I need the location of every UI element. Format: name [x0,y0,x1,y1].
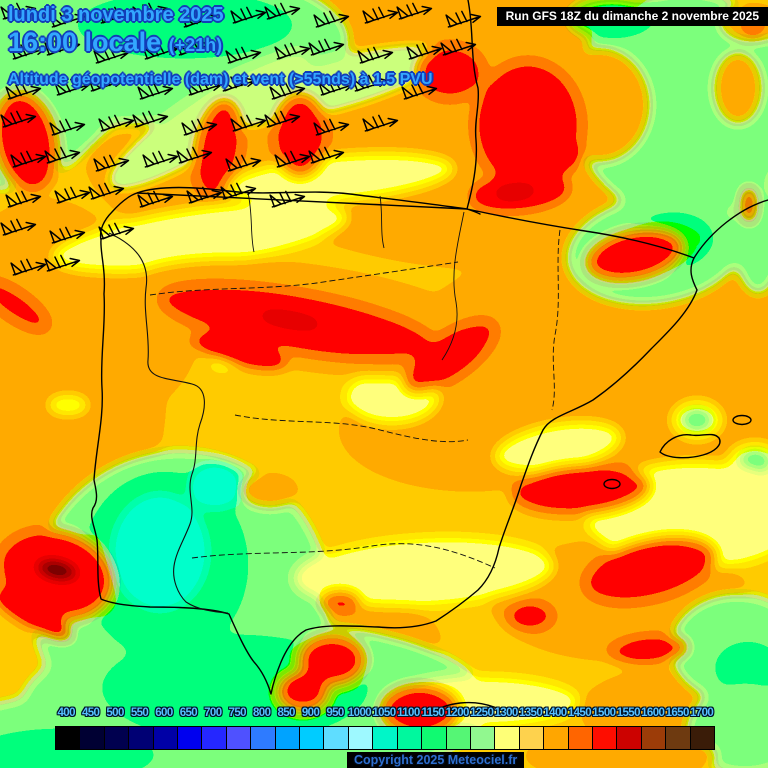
legend-tick: 400 [57,707,76,719]
forecast-time-offset: (+21h) [168,35,223,55]
legend-color-cell [544,727,569,749]
legend-colorbar [55,726,715,750]
legend-tick: 650 [179,707,198,719]
legend-color-cell [495,727,520,749]
legend-color-cell [226,727,252,749]
legend-color-cell [104,727,130,749]
legend-color-cell [251,727,276,749]
legend-tick: 1000 [347,707,372,719]
forecast-time: 16:00 locale [8,27,162,57]
legend-tick: 750 [228,707,247,719]
model-run-banner: Run GFS 18Z du dimanche 2 novembre 2025 [496,7,768,26]
legend-color-cell [324,727,349,749]
legend-color-cell [397,727,423,749]
legend-color-cell [56,727,81,749]
legend-color-cell [470,727,496,749]
legend-color-cell [373,727,398,749]
forecast-header: lundi 3 novembre 2025 16:00 locale (+21h… [8,4,433,89]
forecast-time-row: 16:00 locale (+21h) [8,27,433,60]
legend-tick: 900 [301,707,320,719]
legend-tick: 1250 [470,707,494,719]
legend-color-cell [519,727,545,749]
legend-tick: 700 [204,707,222,719]
legend-color-cell [617,727,642,749]
coastline-layer [90,0,768,717]
legend-color-cell [178,727,203,749]
legend-color-cell [641,727,667,749]
legend-tick: 1450 [567,707,592,719]
legend-color-cell [568,727,593,749]
legend-color-cell [348,727,374,749]
legend-tick: 600 [155,707,173,719]
legend-color-cell [592,727,618,749]
legend-tick: 1600 [641,707,665,719]
legend-tick: 850 [277,707,295,719]
forecast-date: lundi 3 novembre 2025 [8,4,224,26]
legend-tick: 1200 [445,707,470,719]
legend-color-cell [153,727,179,749]
legend-tick: 1550 [616,707,641,719]
legend-color-cell [300,727,325,749]
legend-color-cell [666,727,691,749]
legend-tick: 950 [326,707,344,719]
legend-color-cell [80,727,105,749]
legend-color-cell [422,727,447,749]
legend-tick: 1300 [494,707,519,719]
legend-tick: 550 [130,707,149,719]
copyright-label: Copyright 2025 Meteociel.fr [347,752,525,768]
legend-color-cell [129,727,154,749]
variable-title: Altitude géopotentielle (dam) et vent (>… [8,71,433,88]
legend-tick: 500 [106,707,124,719]
legend-tick: 1500 [592,707,616,719]
legend-tick: 1050 [372,707,396,719]
legend-tick: 1650 [665,707,690,719]
legend-color-cell [446,727,471,749]
legend-tick: 1150 [421,707,445,719]
legend-color-cell [275,727,301,749]
legend-tick: 800 [253,707,271,719]
legend-tick: 1400 [543,707,567,719]
legend-tick: 450 [81,707,100,719]
legend-ticks: 400 450 500 550 600 650 700 750 800 850 900 950 1000… [54,707,714,723]
border-layer [108,192,561,614]
legend-tick: 1700 [690,707,714,719]
legend-color-cell [690,727,714,749]
legend-tick: 1350 [518,707,543,719]
legend-tick: 1100 [397,707,420,719]
legend-color-cell [202,727,227,749]
